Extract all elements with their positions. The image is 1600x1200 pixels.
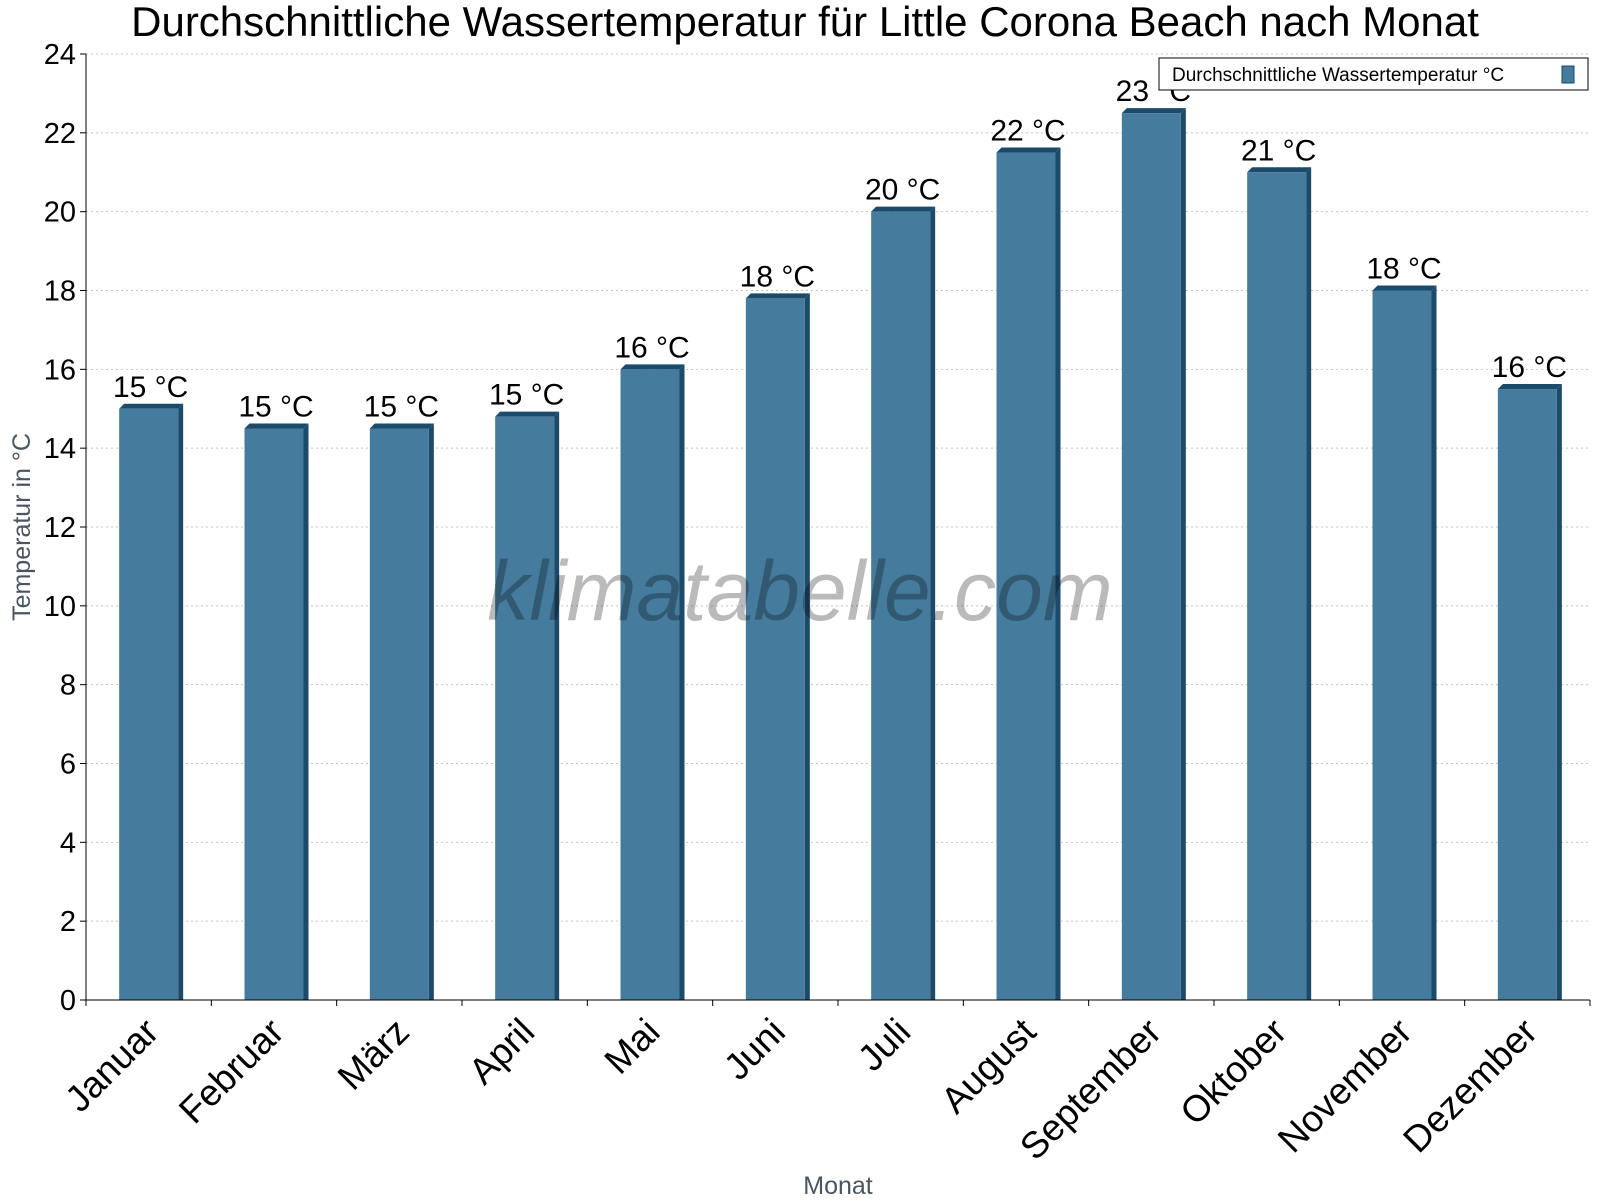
y-tick-label: 20 [44,197,76,229]
chart-title: Durchschnittliche Wassertemperatur für L… [131,0,1479,45]
bar-side [428,423,434,1000]
legend-label: Durchschnittliche Wassertemperatur °C [1172,65,1504,86]
bar [996,152,1056,1000]
data-label: 16 °C [614,331,689,364]
data-label: 22 °C [990,115,1065,148]
bar-mai [620,364,685,1000]
bar-juni [745,293,810,1001]
bar-side [1306,167,1312,1000]
bar [1121,113,1181,1000]
y-tick-label: 18 [44,276,76,308]
data-label: 15 °C [238,390,313,423]
data-label: 15 °C [364,390,439,423]
bar-top [745,293,810,299]
bar [620,369,680,1000]
data-label: 20 °C [865,174,940,207]
y-tick-label: 6 [60,749,76,781]
grid-lines [86,53,1590,922]
legend-swatch [1561,65,1575,84]
bar-side [1055,147,1061,1000]
legend: Durchschnittliche Wassertemperatur °C [1158,57,1589,91]
bar-side [1556,384,1562,1001]
x-tick-label: Juli [850,1011,918,1079]
y-tick-label: 16 [44,354,76,386]
bar-juli [871,206,936,1000]
bar-august [996,147,1061,1000]
bar-top [244,423,309,429]
data-label: 16 °C [1492,351,1567,384]
bar-top [369,423,434,429]
bar-side [178,403,184,1000]
bar-side [554,411,560,1001]
x-tick-label: Mai [597,1011,668,1082]
bar [369,428,429,1000]
bar-side [303,423,309,1000]
y-tick-label: 12 [44,512,76,544]
bar-top [1247,167,1312,173]
bar-series: 15 °C 15 °C 15 °C 15 °C 16 °C 18 °C 20 °C 22 °C… [113,75,1567,1001]
bar-top [119,403,184,409]
x-tick-label: April [461,1011,542,1092]
x-axis-title: Monat [803,1172,873,1200]
y-tick-label: 10 [44,591,76,623]
bar-november [1372,285,1437,1000]
data-label: 15 °C [489,379,564,412]
bar-oktober [1247,167,1312,1000]
y-tick-label: 0 [60,985,76,1017]
x-tick-label: August [933,1010,1044,1121]
bar-side [679,364,685,1000]
x-tick-label: Dezember [1395,1011,1545,1161]
y-axis-title: Temperatur in °C [8,433,36,621]
bar-september [1121,108,1186,1000]
bar-top [620,364,685,370]
bar [1497,389,1557,1001]
data-label: 15 °C [113,371,188,404]
data-label: 18 °C [740,260,815,293]
bar-top [1121,108,1186,114]
bar-side [1431,285,1437,1000]
bar [871,211,931,1000]
y-tick-label: 8 [60,670,76,702]
data-label: 21 °C [1241,134,1316,167]
data-label: 18 °C [1366,253,1441,286]
y-tick-label: 2 [60,906,76,938]
bar-side [930,206,936,1000]
x-tick-label: Juni [716,1011,793,1088]
y-tick-label: 14 [44,433,76,465]
bar-april [495,411,560,1001]
y-tick-label: 22 [44,118,76,150]
x-tick-label: Januar [57,1011,166,1120]
bar-märz [369,423,434,1000]
bar [1372,290,1432,1000]
bar-top [1497,384,1562,390]
bar-side [1180,108,1186,1000]
watermark-text: klimatabelle.com [487,544,1113,638]
y-tick-label: 24 [44,39,76,71]
bar [1247,172,1307,1000]
bar [495,416,555,1001]
legend-box [1158,57,1589,91]
bar-top [495,411,560,417]
x-tick-label: März [330,1011,417,1098]
bar [745,298,805,1001]
x-tick-label: Oktober [1172,1011,1294,1133]
bar-februar [244,423,309,1000]
bar-januar [119,403,184,1000]
bar [119,408,179,1000]
y-tick-label: 4 [60,827,76,859]
bar-top [871,206,936,212]
x-tick-label: November [1270,1011,1420,1161]
x-tick-label: Februar [171,1011,292,1132]
bar-top [996,147,1061,153]
bar-top [1372,285,1437,291]
bar-side [804,293,810,1001]
bar-dezember [1497,384,1562,1001]
bar [244,428,304,1000]
